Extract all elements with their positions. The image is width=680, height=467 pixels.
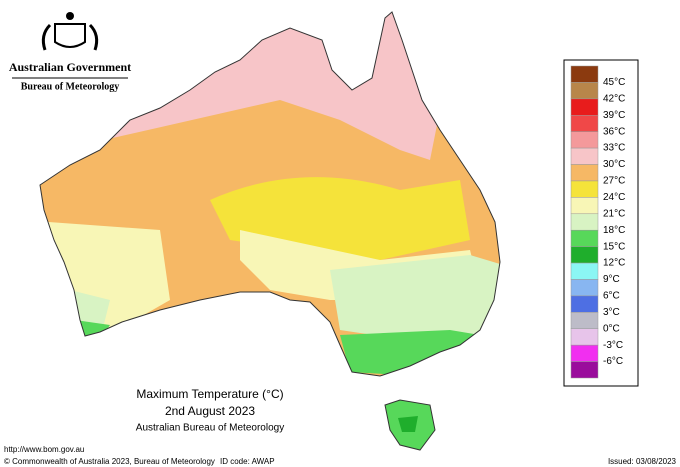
legend-label: 6°C (603, 291, 620, 302)
legend-label: 33°C (603, 143, 625, 154)
legend-label: -6°C (603, 356, 623, 367)
legend-swatch (570, 312, 599, 329)
legend-label: 39°C (603, 110, 625, 121)
legend-swatch (570, 115, 599, 132)
government: Australian Government (9, 60, 131, 74)
legend-swatch (570, 213, 599, 231)
legend-label: 27°C (603, 176, 625, 187)
legend-swatch (570, 246, 599, 264)
bureau: Bureau of Meteorology (21, 81, 120, 92)
legend-label: 30°C (603, 159, 625, 170)
issued: Issued: 03/08/2023 (608, 457, 677, 466)
url[interactable]: http://www.bom.gov.au (4, 445, 84, 454)
legend-swatch (570, 147, 599, 165)
legend-label: 36°C (603, 126, 625, 137)
legend-label: 21°C (603, 208, 625, 219)
map-title: Maximum Temperature (°C) (136, 387, 283, 401)
id-code: ID code: AWAP (220, 457, 275, 466)
legend-swatch (570, 65, 599, 83)
legend-swatch (570, 98, 599, 116)
legend-label: 3°C (603, 307, 620, 318)
legend-label: 42°C (603, 93, 625, 104)
legend-label: -3°C (603, 340, 623, 351)
legend-label: 24°C (603, 192, 625, 203)
map-date: 2nd August 2023 (165, 404, 255, 418)
legend: 45°C 42°C 39°C 36°C 33°C 30°C 27°C 24°C 21°C 18°C… (563, 59, 639, 387)
legend-swatch (570, 131, 599, 149)
legend-swatch (570, 295, 599, 313)
legend-swatch (570, 164, 599, 182)
legend-label: 9°C (603, 274, 620, 285)
legend-swatch (570, 361, 599, 379)
legend-label: 0°C (603, 323, 620, 334)
legend-swatch (570, 262, 599, 280)
legend-label: 12°C (603, 258, 625, 269)
legend-swatch (570, 328, 599, 346)
legend-swatch (570, 180, 599, 198)
copyright: © Commonwealth of Australia 2023, Bureau… (4, 457, 215, 466)
legend-label: 45°C (603, 77, 625, 88)
legend-label: 15°C (603, 241, 625, 252)
legend-swatch (570, 82, 599, 100)
map-source: Australian Bureau of Meteorology (136, 423, 284, 434)
legend-label: 18°C (603, 225, 625, 236)
legend-swatch (570, 279, 599, 297)
legend-swatch (570, 344, 599, 362)
legend-swatch (570, 229, 599, 247)
crest (41, 12, 99, 51)
legend-swatch (570, 197, 599, 215)
